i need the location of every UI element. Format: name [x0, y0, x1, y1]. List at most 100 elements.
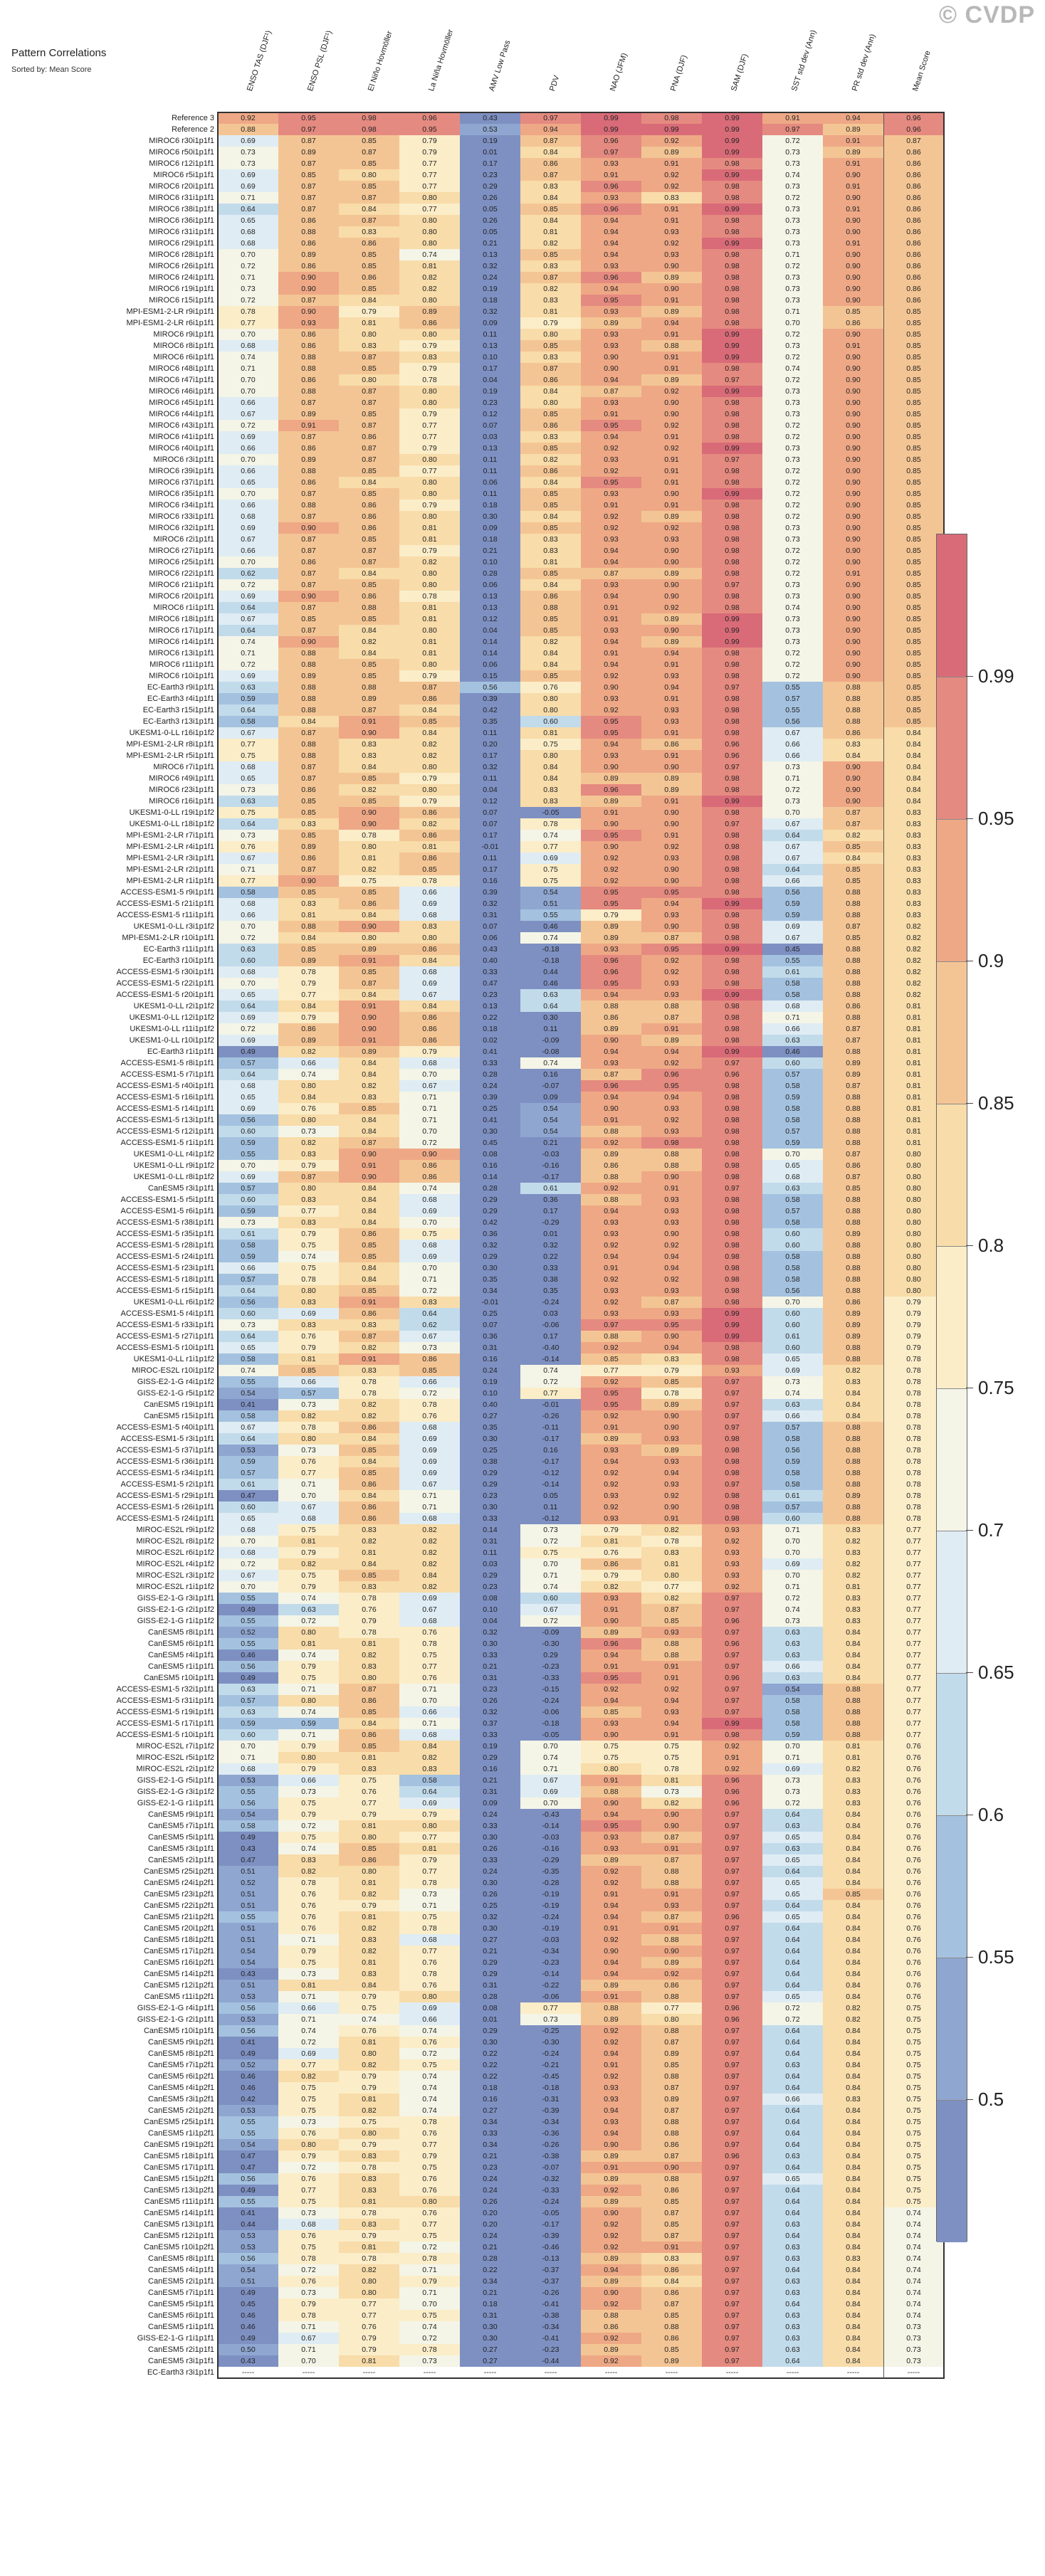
heatmap-cell: 0.10 [460, 352, 520, 363]
row-label: CanESM5 r2i1p1f1 [148, 2345, 214, 2354]
row-label: ACCESS-ESM1-5 r10i1p1f1 [116, 1344, 214, 1352]
row-label: ACCESS-ESM1-5 r16i1p1f1 [116, 1093, 214, 1102]
colorbar-tick-label: 0.85 [978, 1092, 1014, 1114]
row-label: ACCESS-ESM1-5 r4i1p1f1 [120, 1309, 214, 1318]
heatmap-cell: 0.83 [520, 181, 581, 192]
heatmap-cell: 0.98 [702, 215, 762, 226]
row-label: MIROC-ES2L r1i1p1f2 [136, 1583, 214, 1591]
heatmap-cell: 0.93 [581, 158, 641, 169]
row-label: CanESM5 r13i1p1f1 [143, 2220, 214, 2229]
heatmap-cell: 0.79 [399, 135, 460, 147]
mean-score-cell: 0.86 [883, 158, 944, 169]
row-label: MIROC6 r31i1p1f1 [149, 194, 214, 202]
row-label: CanESM5 r3i1p1f1 [148, 1844, 214, 1853]
heatmap-cell: 0.26 [460, 192, 520, 204]
row-label: CanESM5 r7i1p2f1 [148, 2061, 214, 2069]
colorbar-segment [937, 961, 967, 1104]
table-row: MIROC6 r28i1p1f1 0.70 0.89 0.85 0.74 0.13 0.85… [0, 249, 1045, 260]
heatmap-cell: 0.85 [823, 306, 883, 317]
heatmap-cell: 0.80 [339, 374, 399, 386]
row-label: CanESM5 r3i1p2f1 [148, 2095, 214, 2103]
heatmap-cell: 0.90 [823, 295, 883, 306]
row-label: CanESM5 r13i1p2f1 [143, 2186, 214, 2195]
row-label: ACCESS-ESM1-5 r24i1p1f1 [116, 1252, 214, 1261]
heatmap-cell: 0.71 [218, 363, 278, 374]
table-row: MIROC6 r12i1p1f1 0.73 0.87 0.85 0.77 0.17 0.86… [0, 158, 1045, 169]
mean-score-cell: 0.86 [883, 226, 944, 238]
heatmap-cell: 0.18 [460, 295, 520, 306]
row-label: UKESM1-0-LL r11i1p1f2 [130, 1025, 214, 1033]
heatmap-cell: 0.87 [278, 181, 339, 192]
colorbar-segment [937, 1531, 967, 1673]
heatmap-cell: 0.92 [641, 181, 702, 192]
row-label: CanESM5 r6i1p2f1 [148, 2072, 214, 2081]
table-row: MIROC6 r46i1p1f1 0.70 0.88 0.87 0.80 0.19 0.84… [0, 386, 1045, 397]
row-label: MIROC-ES2L r3i1p1f2 [136, 1571, 214, 1580]
row-label: EC-Earth3 r1i1p1f1 [147, 1047, 214, 1056]
mean-score-cell: 0.96 [883, 124, 944, 135]
row-label: EC-Earth3 r15i1p1f1 [142, 706, 214, 714]
row-label: MIROC-ES2L r9i1p1f2 [136, 1526, 214, 1534]
row-label: CanESM5 r11i1p1f1 [144, 2197, 214, 2206]
row-label: CanESM5 r15i1p1f1 [143, 1412, 214, 1420]
heatmap-cell: 0.73 [762, 295, 823, 306]
row-label: MIROC6 r7i1p1f1 [153, 763, 214, 771]
heatmap-cell: 0.19 [460, 386, 520, 397]
heatmap-cell: 0.87 [520, 363, 581, 374]
row-label: CanESM5 r17i1p2f1 [143, 1947, 214, 1955]
heatmap-cell: 0.99 [581, 124, 641, 135]
row-label: CanESM5 r7i1p1f1 [148, 1822, 214, 1830]
heatmap-cell: 0.69 [218, 169, 278, 181]
row-label: MIROC6 r43i1p1f1 [149, 421, 214, 430]
colorbar-divider [937, 1246, 967, 1247]
heatmap-cell: 0.72 [218, 295, 278, 306]
heatmap-cell: 0.71 [762, 306, 823, 317]
row-label: EC-Earth3 r10i1p1f1 [142, 956, 214, 965]
row-label: UKESM1-0-LL r3i1p1f2 [133, 922, 214, 931]
heatmap-cell: 0.98 [702, 363, 762, 374]
heatmap-cell: 0.89 [641, 272, 702, 283]
heatmap-cell: 0.87 [339, 352, 399, 363]
heatmap-cell: 0.79 [339, 306, 399, 317]
heatmap-cell: 0.92 [641, 135, 702, 147]
heatmap-cell: 0.77 [399, 181, 460, 192]
row-label: MIROC6 r12i1p1f1 [149, 159, 214, 168]
mean-score-cell: 0.85 [883, 352, 944, 363]
heatmap-cell: 0.85 [278, 169, 339, 181]
row-label: MIROC6 r36i1p1f1 [149, 216, 214, 225]
colorbar-tick-label: 0.9 [978, 950, 1004, 971]
heatmap-cell: 0.88 [278, 352, 339, 363]
heatmap-cell: 0.87 [339, 147, 399, 158]
row-label: CanESM5 r8i1p2f1 [148, 2049, 214, 2058]
mean-score-cell: 0.85 [883, 306, 944, 317]
heatmap-cell: 0.88 [641, 340, 702, 352]
heatmap-cell: 0.89 [278, 147, 339, 158]
colorbar-tickmark [966, 1103, 973, 1104]
row-label: CanESM5 r16i1p2f1 [143, 1958, 214, 1967]
mean-score-cell: 0.86 [883, 283, 944, 295]
row-label: MIROC6 r3i1p1f1 [153, 455, 214, 464]
row-label: GISS-E2-1-G r4i1p1f1 [137, 2004, 214, 2012]
heatmap-cell: 0.86 [278, 260, 339, 272]
heatmap-cell: 0.72 [762, 374, 823, 386]
row-label: MIROC-ES2L r10i1p1f2 [132, 1366, 214, 1375]
heatmap-cell: 0.90 [581, 352, 641, 363]
table-row: MIROC6 r50i1p1f1 0.73 0.89 0.87 0.79 0.01 0.84… [0, 147, 1045, 158]
heatmap-cell: 0.98 [702, 272, 762, 283]
mean-score-cell: 0.86 [883, 169, 944, 181]
row-label: CanESM5 r17i1p1f1 [143, 2163, 214, 2172]
heatmap-cell: 0.81 [339, 317, 399, 329]
mean-score-cell: 0.86 [883, 238, 944, 249]
colorbar-tickmark [966, 1672, 973, 1673]
row-label: CanESM5 r19i1p1f1 [143, 1400, 214, 1409]
heatmap-cell: 0.73 [762, 181, 823, 192]
colorbar [936, 534, 967, 2242]
heatmap-cell: 0.73 [762, 272, 823, 283]
table-row: MIROC6 r38i1p1f1 0.64 0.87 0.84 0.77 0.05 0.85… [0, 204, 1045, 215]
heatmap-cell: 0.95 [581, 295, 641, 306]
row-label: EC-Earth3 r3i1p1f1 [147, 2368, 214, 2377]
colorbar-tick-label: 0.99 [978, 665, 1014, 687]
colorbar-divider [937, 961, 967, 962]
heatmap-cell: 0.91 [823, 204, 883, 215]
heatmap-cell: 0.83 [520, 260, 581, 272]
